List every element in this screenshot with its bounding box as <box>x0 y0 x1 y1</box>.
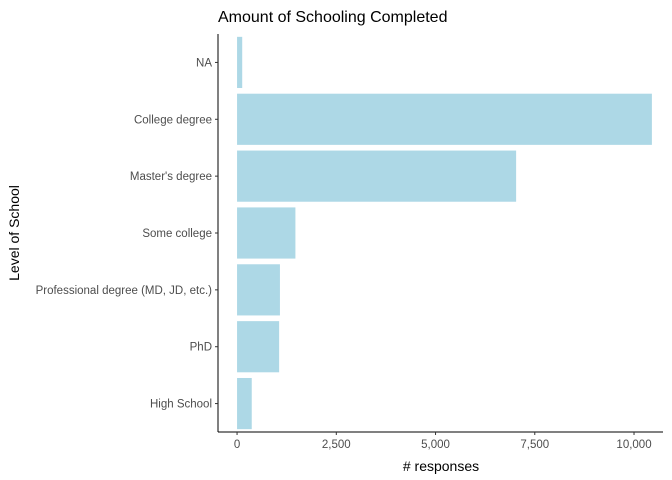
bar <box>237 377 252 430</box>
y-axis-title: Level of School <box>6 185 22 281</box>
x-tick-label: 10,000 <box>616 439 651 451</box>
bar <box>237 36 243 89</box>
bars-group <box>237 36 652 430</box>
y-tick-label: Professional degree (MD, JD, etc.) <box>36 285 213 297</box>
y-tick-label: Master's degree <box>130 171 212 183</box>
y-tick-label: High School <box>150 399 212 411</box>
y-tick-label: College degree <box>134 114 212 126</box>
y-tick-label: PhD <box>190 342 212 354</box>
y-tick-label: NA <box>196 57 212 69</box>
y-tick-label: Some college <box>142 228 212 240</box>
x-tick-label: 2,500 <box>322 439 351 451</box>
x-tick-label: 7,500 <box>520 439 549 451</box>
bar <box>237 321 280 373</box>
x-tick-label: 0 <box>234 439 240 451</box>
y-axis-ticks: NA College degree Master's degree Some coll… <box>36 57 218 411</box>
chart-title: Amount of Schooling Completed <box>218 9 447 26</box>
bar <box>237 150 517 202</box>
bar <box>237 264 280 316</box>
bar <box>237 207 296 259</box>
bar <box>237 93 652 145</box>
x-axis-ticks: 0 2,500 5,000 7,500 10,000 <box>234 432 652 451</box>
x-tick-label: 5,000 <box>421 439 450 451</box>
x-axis-title: # responses <box>403 458 479 474</box>
